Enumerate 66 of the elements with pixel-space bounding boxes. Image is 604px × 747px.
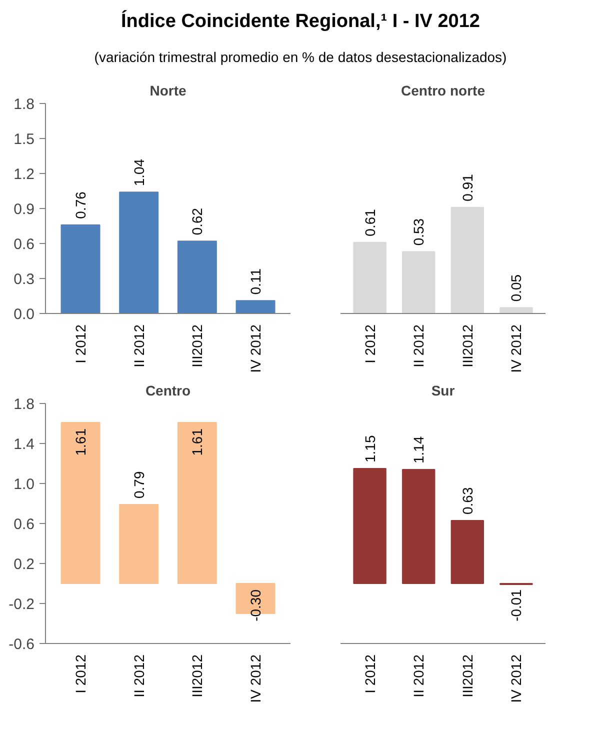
x-tick-label: III2012 bbox=[189, 654, 206, 698]
x-tick-label: I 2012 bbox=[72, 324, 88, 364]
data-label: -0.30 bbox=[248, 589, 264, 622]
data-label: 1.15 bbox=[362, 435, 378, 462]
x-tick-label: II 2012 bbox=[130, 324, 147, 368]
y-tick-label: -0.2 bbox=[8, 596, 35, 613]
y-tick-label: 0.6 bbox=[14, 236, 35, 253]
y-tick-label: -0.6 bbox=[8, 636, 35, 653]
bar bbox=[177, 240, 217, 314]
bar bbox=[450, 206, 484, 314]
x-tick-label: I 2012 bbox=[362, 654, 378, 694]
data-label: 0.76 bbox=[72, 191, 88, 219]
x-tick-label: III2012 bbox=[189, 324, 206, 368]
text: Índice Coincidente Regional,¹ I - IV 2012 bbox=[121, 10, 480, 32]
x-tick-label: IV 2012 bbox=[248, 654, 264, 703]
data-label: -0.01 bbox=[508, 589, 524, 622]
chart-title: Sur bbox=[431, 382, 456, 398]
chart-title: Centro bbox=[145, 382, 191, 398]
data-label: 0.53 bbox=[410, 218, 427, 246]
x-tick-label: I 2012 bbox=[72, 654, 88, 694]
x-tick-label: II 2012 bbox=[130, 654, 147, 698]
data-label: 0.91 bbox=[459, 174, 476, 202]
x-tick-label: I 2012 bbox=[362, 324, 378, 364]
data-label: 0.61 bbox=[362, 208, 378, 236]
chart-title: Centro norte bbox=[401, 82, 486, 98]
bar bbox=[119, 192, 159, 314]
x-tick-label: II 2012 bbox=[410, 324, 427, 368]
y-tick-label: 0.9 bbox=[14, 201, 35, 218]
bar bbox=[60, 422, 100, 584]
y-tick-label: 1.8 bbox=[14, 96, 35, 113]
y-tick-label: 1.5 bbox=[14, 131, 35, 148]
bar bbox=[500, 307, 533, 314]
data-label: 0.62 bbox=[189, 208, 206, 236]
data-label: 1.61 bbox=[72, 428, 88, 456]
x-tick-label: III2012 bbox=[459, 324, 476, 368]
data-label: 0.05 bbox=[508, 274, 524, 302]
data-label: 1.14 bbox=[410, 436, 427, 464]
bar bbox=[353, 242, 386, 314]
y-tick-label: 0.2 bbox=[14, 556, 35, 573]
y-tick-label: 0.3 bbox=[14, 271, 35, 288]
data-label: 1.61 bbox=[189, 428, 206, 456]
bar bbox=[450, 520, 484, 584]
bar bbox=[119, 504, 159, 584]
x-tick-label: II 2012 bbox=[410, 654, 427, 698]
bar bbox=[353, 468, 386, 584]
y-tick-label: 0.6 bbox=[14, 516, 35, 533]
data-label: 0.11 bbox=[248, 268, 264, 295]
bar bbox=[177, 422, 217, 584]
bar bbox=[402, 469, 436, 584]
y-tick-label: 1.8 bbox=[14, 396, 35, 413]
x-tick-label: III2012 bbox=[459, 654, 476, 698]
x-tick-label: IV 2012 bbox=[508, 654, 524, 703]
data-label: 1.04 bbox=[130, 158, 147, 186]
data-label: 0.63 bbox=[459, 487, 476, 514]
x-tick-label: IV 2012 bbox=[248, 324, 264, 373]
y-tick-label: 1.2 bbox=[14, 166, 35, 183]
data-label: 0.79 bbox=[130, 471, 147, 498]
y-tick-label: 0.0 bbox=[14, 306, 35, 323]
x-tick-label: IV 2012 bbox=[508, 324, 524, 373]
bar bbox=[60, 224, 100, 314]
bar bbox=[402, 251, 436, 314]
chart-title: Norte bbox=[150, 82, 186, 98]
text: (variación trimestral promedio en % de datos desestacionalizados) bbox=[94, 48, 507, 65]
y-tick-label: 1.0 bbox=[14, 476, 35, 493]
y-tick-label: 1.4 bbox=[14, 436, 35, 453]
bar bbox=[236, 300, 276, 314]
